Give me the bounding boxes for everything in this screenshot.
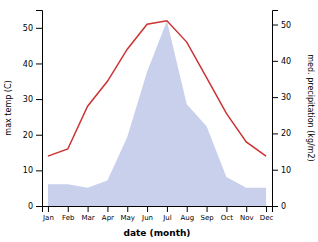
- x-axis-title: date (month): [124, 228, 191, 238]
- x-axis: Jan Feb Mar Apr May Jun Jul Aug Sep Oct Nov Dec: [42, 206, 273, 222]
- y2-tick-label: 20: [281, 129, 291, 138]
- y-tick-mark: [36, 206, 42, 207]
- y-tick: 50: [23, 24, 42, 33]
- chart: Jan Feb Mar Apr May Jun Jul Aug Sep Oct Nov Dec 0 10 2…: [0, 0, 318, 242]
- y2-axis-title: med. precipitation (kg/m2): [306, 54, 315, 161]
- y2-tick-label: 50: [281, 21, 291, 30]
- x-tick-label: Apr: [102, 214, 114, 222]
- y2-axis: 0 10 20 30 40 50: [272, 11, 291, 212]
- y-tick-mark: [36, 28, 42, 29]
- x-tick: Mar: [81, 206, 94, 222]
- plot: Jan Feb Mar Apr May Jun Jul Aug Sep Oct Nov Dec 0 10 2…: [23, 11, 291, 222]
- y-tick-mark: [36, 99, 42, 100]
- y2-tick: 20: [272, 129, 291, 138]
- x-tick: Jan: [42, 206, 54, 222]
- y2-tick: 40: [272, 57, 291, 66]
- x-tick-mark: [68, 206, 69, 212]
- y2-tick-label: 30: [281, 93, 291, 102]
- x-tick: Nov: [240, 206, 254, 222]
- x-tick-mark: [88, 206, 89, 212]
- y-axis-title: max temp (C): [4, 80, 13, 135]
- x-tick-mark: [167, 206, 168, 212]
- y-tick: 20: [23, 131, 42, 140]
- x-tick-label: Feb: [62, 214, 75, 222]
- x-tick: Apr: [102, 206, 114, 222]
- temperature-line: [48, 21, 266, 156]
- y-axis: 0 10 20 30 40 50: [23, 11, 43, 212]
- x-tick: Dec: [260, 206, 274, 222]
- y-tick-label: 0: [28, 202, 33, 211]
- x-tick-mark: [107, 206, 108, 212]
- y2-tick-label: 40: [281, 57, 291, 66]
- x-tick-label: Mar: [81, 214, 94, 222]
- x-tick-mark: [226, 206, 227, 212]
- x-tick-mark: [127, 206, 128, 212]
- x-tick: Aug: [180, 206, 194, 222]
- y-tick-label: 10: [23, 166, 33, 175]
- x-tick: Oct: [221, 206, 233, 222]
- x-tick-label: Jul: [162, 214, 172, 222]
- y-tick: 10: [23, 166, 42, 175]
- axis-line: [273, 11, 279, 207]
- x-tick-label: May: [121, 214, 135, 222]
- x-tick-label: Nov: [240, 214, 254, 222]
- x-tick-mark: [207, 206, 208, 212]
- x-tick-label: Dec: [260, 214, 274, 222]
- x-tick: Sep: [200, 206, 214, 222]
- y2-tick: 30: [272, 93, 291, 102]
- y2-tick-mark: [272, 133, 278, 134]
- x-tick-label: Sep: [200, 214, 214, 222]
- y2-tick-label: 0: [281, 202, 286, 211]
- y-tick-label: 40: [23, 60, 33, 69]
- y2-tick-mark: [272, 61, 278, 62]
- marks: [48, 21, 266, 206]
- y2-tick-mark: [272, 206, 278, 207]
- y-tick-label: 20: [23, 131, 33, 140]
- axis-line: [36, 11, 43, 207]
- x-tick: Jun: [141, 206, 153, 222]
- x-tick: Feb: [62, 206, 75, 222]
- y-tick: 40: [23, 60, 42, 69]
- x-tick-mark: [48, 206, 49, 212]
- y-tick: 30: [23, 95, 42, 104]
- y2-tick-label: 10: [281, 166, 291, 175]
- y2-tick-mark: [272, 170, 278, 171]
- x-tick: May: [121, 206, 135, 222]
- y-tick-mark: [36, 135, 42, 136]
- x-tick-label: Jun: [141, 214, 153, 222]
- y-tick-label: 30: [23, 95, 33, 104]
- y2-tick-mark: [272, 97, 278, 98]
- x-tick: Jul: [162, 206, 172, 222]
- y2-tick-mark: [272, 25, 278, 26]
- y-tick: 0: [28, 202, 42, 211]
- x-tick-mark: [187, 206, 188, 212]
- x-tick-mark: [266, 206, 267, 212]
- y2-tick: 0: [272, 202, 286, 211]
- precipitation-area: [48, 21, 266, 206]
- x-tick-mark: [147, 206, 148, 212]
- x-tick-label: Aug: [180, 214, 194, 222]
- y-tick-mark: [36, 170, 42, 171]
- y2-tick: 50: [272, 21, 291, 30]
- x-tick-mark: [246, 206, 247, 212]
- axis-line: [43, 207, 273, 213]
- x-tick-label: Oct: [221, 214, 233, 222]
- y2-tick: 10: [272, 166, 291, 175]
- x-tick-label: Jan: [42, 214, 54, 222]
- y-tick-label: 50: [23, 24, 33, 33]
- y-tick-mark: [36, 63, 42, 64]
